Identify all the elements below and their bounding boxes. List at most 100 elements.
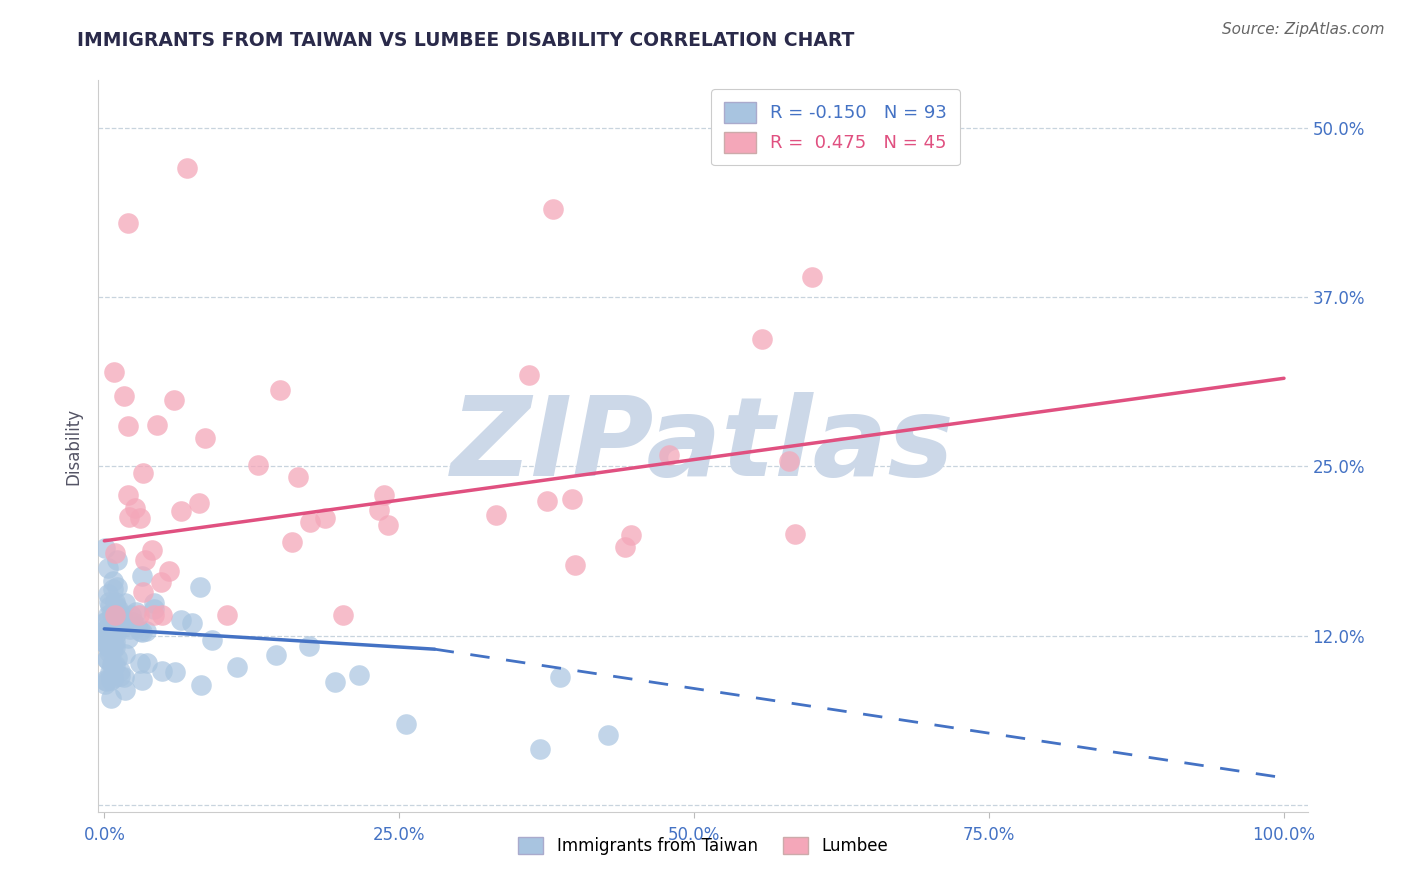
Text: ZIPatlas: ZIPatlas bbox=[451, 392, 955, 500]
Point bbox=[287, 469, 309, 483]
Point bbox=[658, 448, 681, 462]
Point bbox=[98, 665, 121, 680]
Point bbox=[104, 599, 127, 614]
Point bbox=[117, 418, 139, 433]
Point bbox=[104, 634, 127, 648]
Point bbox=[104, 546, 127, 560]
Point bbox=[131, 673, 153, 687]
Point bbox=[114, 647, 136, 661]
Point bbox=[96, 651, 118, 665]
Point bbox=[117, 488, 139, 502]
Point bbox=[94, 673, 117, 687]
Point bbox=[200, 632, 222, 647]
Point bbox=[103, 365, 125, 379]
Point bbox=[105, 615, 128, 630]
Point bbox=[94, 541, 117, 556]
Point bbox=[108, 669, 131, 683]
Point bbox=[94, 627, 117, 641]
Point bbox=[188, 580, 211, 594]
Point bbox=[94, 636, 117, 650]
Point bbox=[529, 742, 551, 756]
Point bbox=[135, 657, 157, 671]
Point bbox=[104, 608, 127, 623]
Point bbox=[108, 664, 131, 678]
Point bbox=[96, 652, 118, 666]
Point bbox=[215, 608, 238, 623]
Point bbox=[94, 615, 117, 629]
Point bbox=[131, 624, 153, 639]
Point bbox=[783, 526, 806, 541]
Point bbox=[100, 632, 122, 646]
Point bbox=[170, 504, 193, 518]
Point bbox=[118, 622, 141, 636]
Point bbox=[112, 671, 135, 685]
Point bbox=[94, 623, 117, 637]
Point bbox=[97, 622, 120, 636]
Point bbox=[519, 368, 541, 383]
Point bbox=[96, 622, 118, 636]
Point bbox=[246, 458, 269, 472]
Point bbox=[105, 580, 128, 594]
Point bbox=[176, 161, 198, 176]
Point bbox=[112, 389, 135, 403]
Point bbox=[323, 674, 346, 689]
Point bbox=[269, 383, 291, 397]
Point bbox=[125, 605, 148, 619]
Point bbox=[194, 431, 217, 445]
Point bbox=[103, 582, 125, 596]
Point bbox=[114, 683, 136, 698]
Point bbox=[105, 627, 128, 641]
Point bbox=[104, 621, 127, 635]
Point bbox=[485, 508, 508, 523]
Point bbox=[395, 717, 418, 731]
Point bbox=[103, 624, 125, 639]
Point bbox=[118, 510, 141, 524]
Point bbox=[103, 574, 125, 588]
Point bbox=[314, 511, 336, 525]
Point bbox=[180, 615, 202, 630]
Point bbox=[128, 656, 150, 670]
Point bbox=[332, 608, 354, 623]
Point bbox=[125, 619, 148, 633]
Point bbox=[97, 587, 120, 601]
Point bbox=[536, 493, 558, 508]
Point bbox=[100, 620, 122, 634]
Point bbox=[131, 584, 153, 599]
Point bbox=[98, 626, 121, 640]
Point bbox=[298, 516, 321, 530]
Point bbox=[101, 659, 124, 673]
Point bbox=[112, 611, 135, 625]
Point bbox=[117, 215, 139, 229]
Point bbox=[143, 608, 166, 623]
Point bbox=[146, 417, 169, 432]
Point bbox=[104, 595, 127, 609]
Point bbox=[122, 615, 145, 629]
Point bbox=[107, 651, 129, 665]
Point bbox=[96, 632, 118, 646]
Point bbox=[114, 596, 136, 610]
Point bbox=[190, 677, 212, 691]
Point bbox=[97, 607, 120, 622]
Point bbox=[97, 640, 120, 654]
Point bbox=[100, 673, 122, 688]
Point bbox=[104, 657, 127, 672]
Point bbox=[157, 564, 180, 578]
Text: IMMIGRANTS FROM TAIWAN VS LUMBEE DISABILITY CORRELATION CHART: IMMIGRANTS FROM TAIWAN VS LUMBEE DISABIL… bbox=[77, 31, 855, 50]
Point bbox=[367, 503, 389, 517]
Point bbox=[101, 607, 124, 621]
Point bbox=[97, 561, 120, 575]
Point bbox=[94, 636, 117, 650]
Point bbox=[129, 624, 152, 638]
Point bbox=[128, 511, 150, 525]
Point bbox=[134, 553, 156, 567]
Point bbox=[107, 602, 129, 616]
Point bbox=[596, 728, 619, 742]
Point bbox=[163, 665, 186, 679]
Point bbox=[561, 491, 583, 506]
Point bbox=[94, 674, 117, 689]
Point bbox=[143, 602, 166, 616]
Point bbox=[281, 535, 304, 549]
Point bbox=[101, 617, 124, 632]
Point bbox=[141, 543, 163, 558]
Point bbox=[120, 607, 142, 622]
